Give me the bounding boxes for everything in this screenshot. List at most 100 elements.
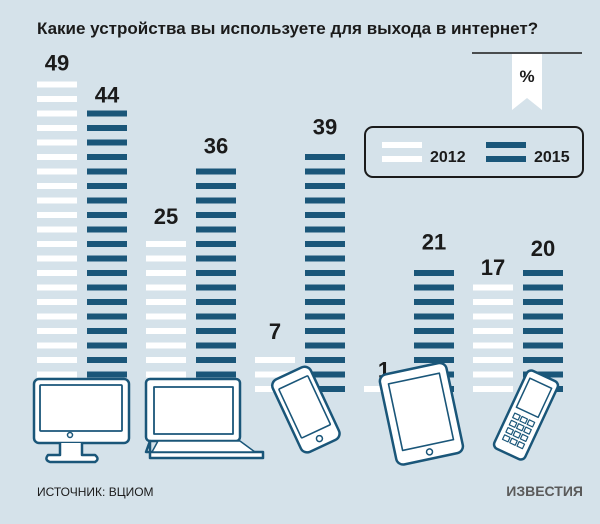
bar-stripe (473, 313, 513, 320)
bar-stripe (146, 328, 186, 334)
key-button (526, 419, 536, 428)
bar-stripe (37, 183, 77, 189)
key-button (512, 430, 522, 439)
key-button (512, 412, 521, 421)
bar-stripe (196, 357, 236, 363)
bar-stripe (37, 197, 77, 204)
bar-desktop-computer-2015: 44 (87, 82, 127, 392)
bar-stripe (196, 226, 236, 233)
key-button (516, 440, 526, 450)
tablet-icon (378, 361, 465, 466)
bar-stripe (87, 139, 127, 146)
bar-stripe (196, 168, 236, 175)
bar-stripe (87, 342, 127, 349)
legend-swatch-2015 (486, 142, 526, 148)
bar-stripe (37, 168, 77, 175)
bar-stripe (87, 371, 127, 378)
bar-stripe (255, 357, 295, 363)
bar-stripe (146, 299, 186, 305)
bar-mobile-phone-2012: 17 (473, 255, 513, 392)
bar-stripe (305, 386, 345, 392)
bar-stripe (196, 212, 236, 218)
bar-stripe (523, 313, 563, 320)
bar-stripe (196, 270, 236, 276)
bar-stripe (37, 212, 77, 218)
bar-stripe (523, 284, 563, 291)
bar-stripe (196, 328, 236, 334)
key-button (509, 437, 518, 446)
bar-stripe (305, 313, 345, 320)
bar-stripe (37, 313, 77, 320)
bar-stripe (305, 197, 345, 204)
bar-desktop-computer-2012: 49 (37, 50, 77, 392)
key-button (505, 426, 515, 436)
bar-stripe (305, 270, 345, 276)
bar-laptop-2015: 36 (196, 134, 236, 392)
bar-stripe (473, 386, 513, 392)
bar-stripe (305, 342, 345, 349)
bar-stripe (87, 154, 127, 160)
bar-mobile-phone-2015: 20 (523, 236, 563, 392)
key-button (515, 423, 525, 432)
bar-stripe (305, 357, 345, 363)
data-label: 17 (481, 255, 505, 280)
bar-stripe (305, 168, 345, 175)
bar-stripe (473, 284, 513, 291)
unit-label: % (519, 67, 534, 86)
bar-stripe (305, 241, 345, 247)
bar-stripe (305, 284, 345, 291)
bar-stripe (196, 241, 236, 247)
unit-ribbon (512, 54, 542, 110)
bar-stripe (196, 197, 236, 204)
bar-stripe (87, 284, 127, 291)
bar-stripe (37, 125, 77, 131)
legend-label-2015: 2015 (534, 149, 570, 166)
bar-stripe (196, 284, 236, 291)
bar-stripe (37, 226, 77, 233)
bar-stripe (414, 299, 454, 305)
legend-label-2012: 2012 (430, 149, 466, 166)
bar-smartphone-2015: 39 (305, 114, 345, 392)
legend-swatch-2012-b (382, 156, 422, 162)
bar-stripe (523, 270, 563, 276)
bar-stripe (146, 371, 186, 378)
data-label: 21 (422, 230, 446, 255)
laptop-icon (144, 377, 265, 460)
bar-stripe (37, 371, 77, 378)
bar-stripe (87, 299, 127, 305)
bar-stripe (414, 270, 454, 276)
bar-stripe (37, 299, 77, 305)
bar-stripe (37, 255, 77, 262)
bar-stripe (37, 357, 77, 363)
bar-stripe (146, 270, 186, 276)
bar-laptop-2012: 25 (146, 204, 186, 392)
bar-stripe (523, 328, 563, 334)
bar-stripe (37, 241, 77, 247)
bar-stripe (87, 212, 127, 218)
bar-stripe (305, 212, 345, 218)
data-label: 36 (204, 134, 228, 159)
bar-stripe (87, 226, 127, 233)
bar-stripe (87, 270, 127, 276)
data-label: 25 (154, 204, 178, 229)
data-label: 49 (45, 50, 69, 75)
data-label: 20 (531, 236, 555, 261)
bar-stripe (37, 110, 77, 117)
bar-stripe (87, 313, 127, 320)
bar-stripe (146, 313, 186, 320)
bar-stripe (196, 183, 236, 189)
bar-stripe (146, 357, 186, 363)
bar-stripe (523, 342, 563, 349)
bar-stripe (473, 357, 513, 363)
legend-swatch-2012 (382, 142, 422, 148)
bar-stripe (196, 342, 236, 349)
chart-title: Какие устройства вы используете для выхо… (37, 19, 538, 38)
bar-stripe (414, 342, 454, 349)
bar-stripe (473, 328, 513, 334)
bar-stripe (37, 139, 77, 146)
key-button (519, 415, 529, 425)
bar-stripe (414, 313, 454, 320)
bar-stripe (87, 357, 127, 363)
legend: 2012 2015 (364, 126, 584, 178)
